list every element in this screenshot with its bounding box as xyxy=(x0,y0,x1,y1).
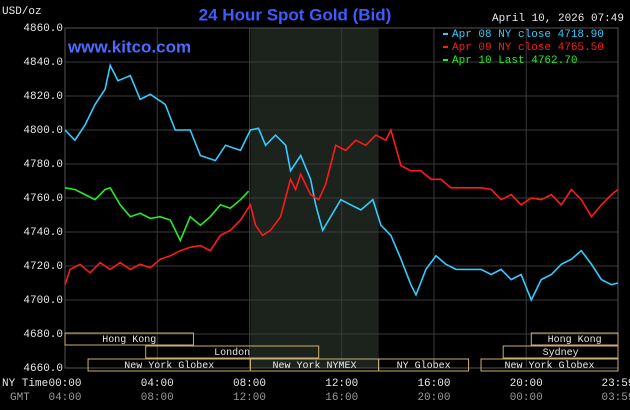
x-tick-label: 04:00 xyxy=(141,378,174,390)
x2-tick-label: 04:00 xyxy=(48,392,81,404)
x-tick-label: 16:00 xyxy=(417,378,450,390)
price-line xyxy=(64,186,250,243)
y-tick-label: 4820.0 xyxy=(23,91,63,103)
plot-frame xyxy=(64,27,619,369)
session-box xyxy=(64,332,194,346)
x2-tick-label: 20:00 xyxy=(417,392,450,404)
x-axis-label: NY Time xyxy=(2,378,48,390)
chart-title: 24 Hour Spot Gold (Bid) xyxy=(199,5,392,24)
y-tick-label: 4720.0 xyxy=(23,261,63,273)
x2-axis-label: GMT xyxy=(10,392,30,404)
session-box xyxy=(145,345,320,359)
price-line xyxy=(64,63,619,302)
legend-label: Apr 09 NY close 4765.50 xyxy=(452,42,604,54)
y-tick-label: 4740.0 xyxy=(23,227,63,239)
x-tick-label: 08:00 xyxy=(233,378,266,390)
session-label: NY Globex xyxy=(397,360,451,372)
session-box xyxy=(502,345,619,359)
x2-tick-label: 16:00 xyxy=(325,392,358,404)
x-tick-label: 00:00 xyxy=(48,378,81,390)
x2-tick-label: 00:00 xyxy=(510,392,543,404)
label-layer: 4660.0 4680.0 4700.0 4720.0 4740.0 4760.0 4780… xyxy=(23,23,630,404)
y-tick-label: 4800.0 xyxy=(23,125,63,137)
session-label: Hong Kong xyxy=(548,335,602,346)
x-tick-label: 12:00 xyxy=(325,378,358,390)
x2-tick-label: 08:00 xyxy=(141,392,174,404)
y-tick-label: 4840.0 xyxy=(23,57,63,69)
session-box xyxy=(530,332,619,346)
session-label: London xyxy=(214,347,250,359)
price-line xyxy=(64,127,619,285)
grid-layer xyxy=(64,27,619,369)
session-label: Sydney xyxy=(543,347,579,359)
session-label: Hong Kong xyxy=(102,335,156,346)
y-tick-label: 4780.0 xyxy=(23,159,63,171)
x-tick-label: 23:59 xyxy=(601,378,630,390)
x2-tick-label: 03:59 xyxy=(601,392,630,404)
y-axis-label: USD/oz xyxy=(2,6,42,18)
session-box xyxy=(480,358,619,372)
line-layer xyxy=(64,63,619,302)
y-tick-label: 4760.0 xyxy=(23,193,63,205)
x2-tick-label: 12:00 xyxy=(233,392,266,404)
legend-label: Apr 10 Last 4762.70 xyxy=(452,55,577,67)
y-tick-label: 4660.0 xyxy=(23,363,63,375)
site-watermark: www.kitco.com xyxy=(67,37,191,56)
timestamp: April 10, 2026 07:49 xyxy=(492,13,624,25)
session-label: New York NYMEX xyxy=(273,360,357,372)
session-box xyxy=(378,358,470,372)
x-tick-label: 20:00 xyxy=(510,378,543,390)
y-tick-label: 4680.0 xyxy=(23,329,63,341)
legend-label: Apr 08 NY close 4718.90 xyxy=(452,29,604,41)
session-label: New York Globex xyxy=(505,360,595,372)
y-tick-label: 4860.0 xyxy=(23,23,63,35)
session-label: New York Globex xyxy=(124,360,214,372)
y-tick-label: 4700.0 xyxy=(23,295,63,307)
